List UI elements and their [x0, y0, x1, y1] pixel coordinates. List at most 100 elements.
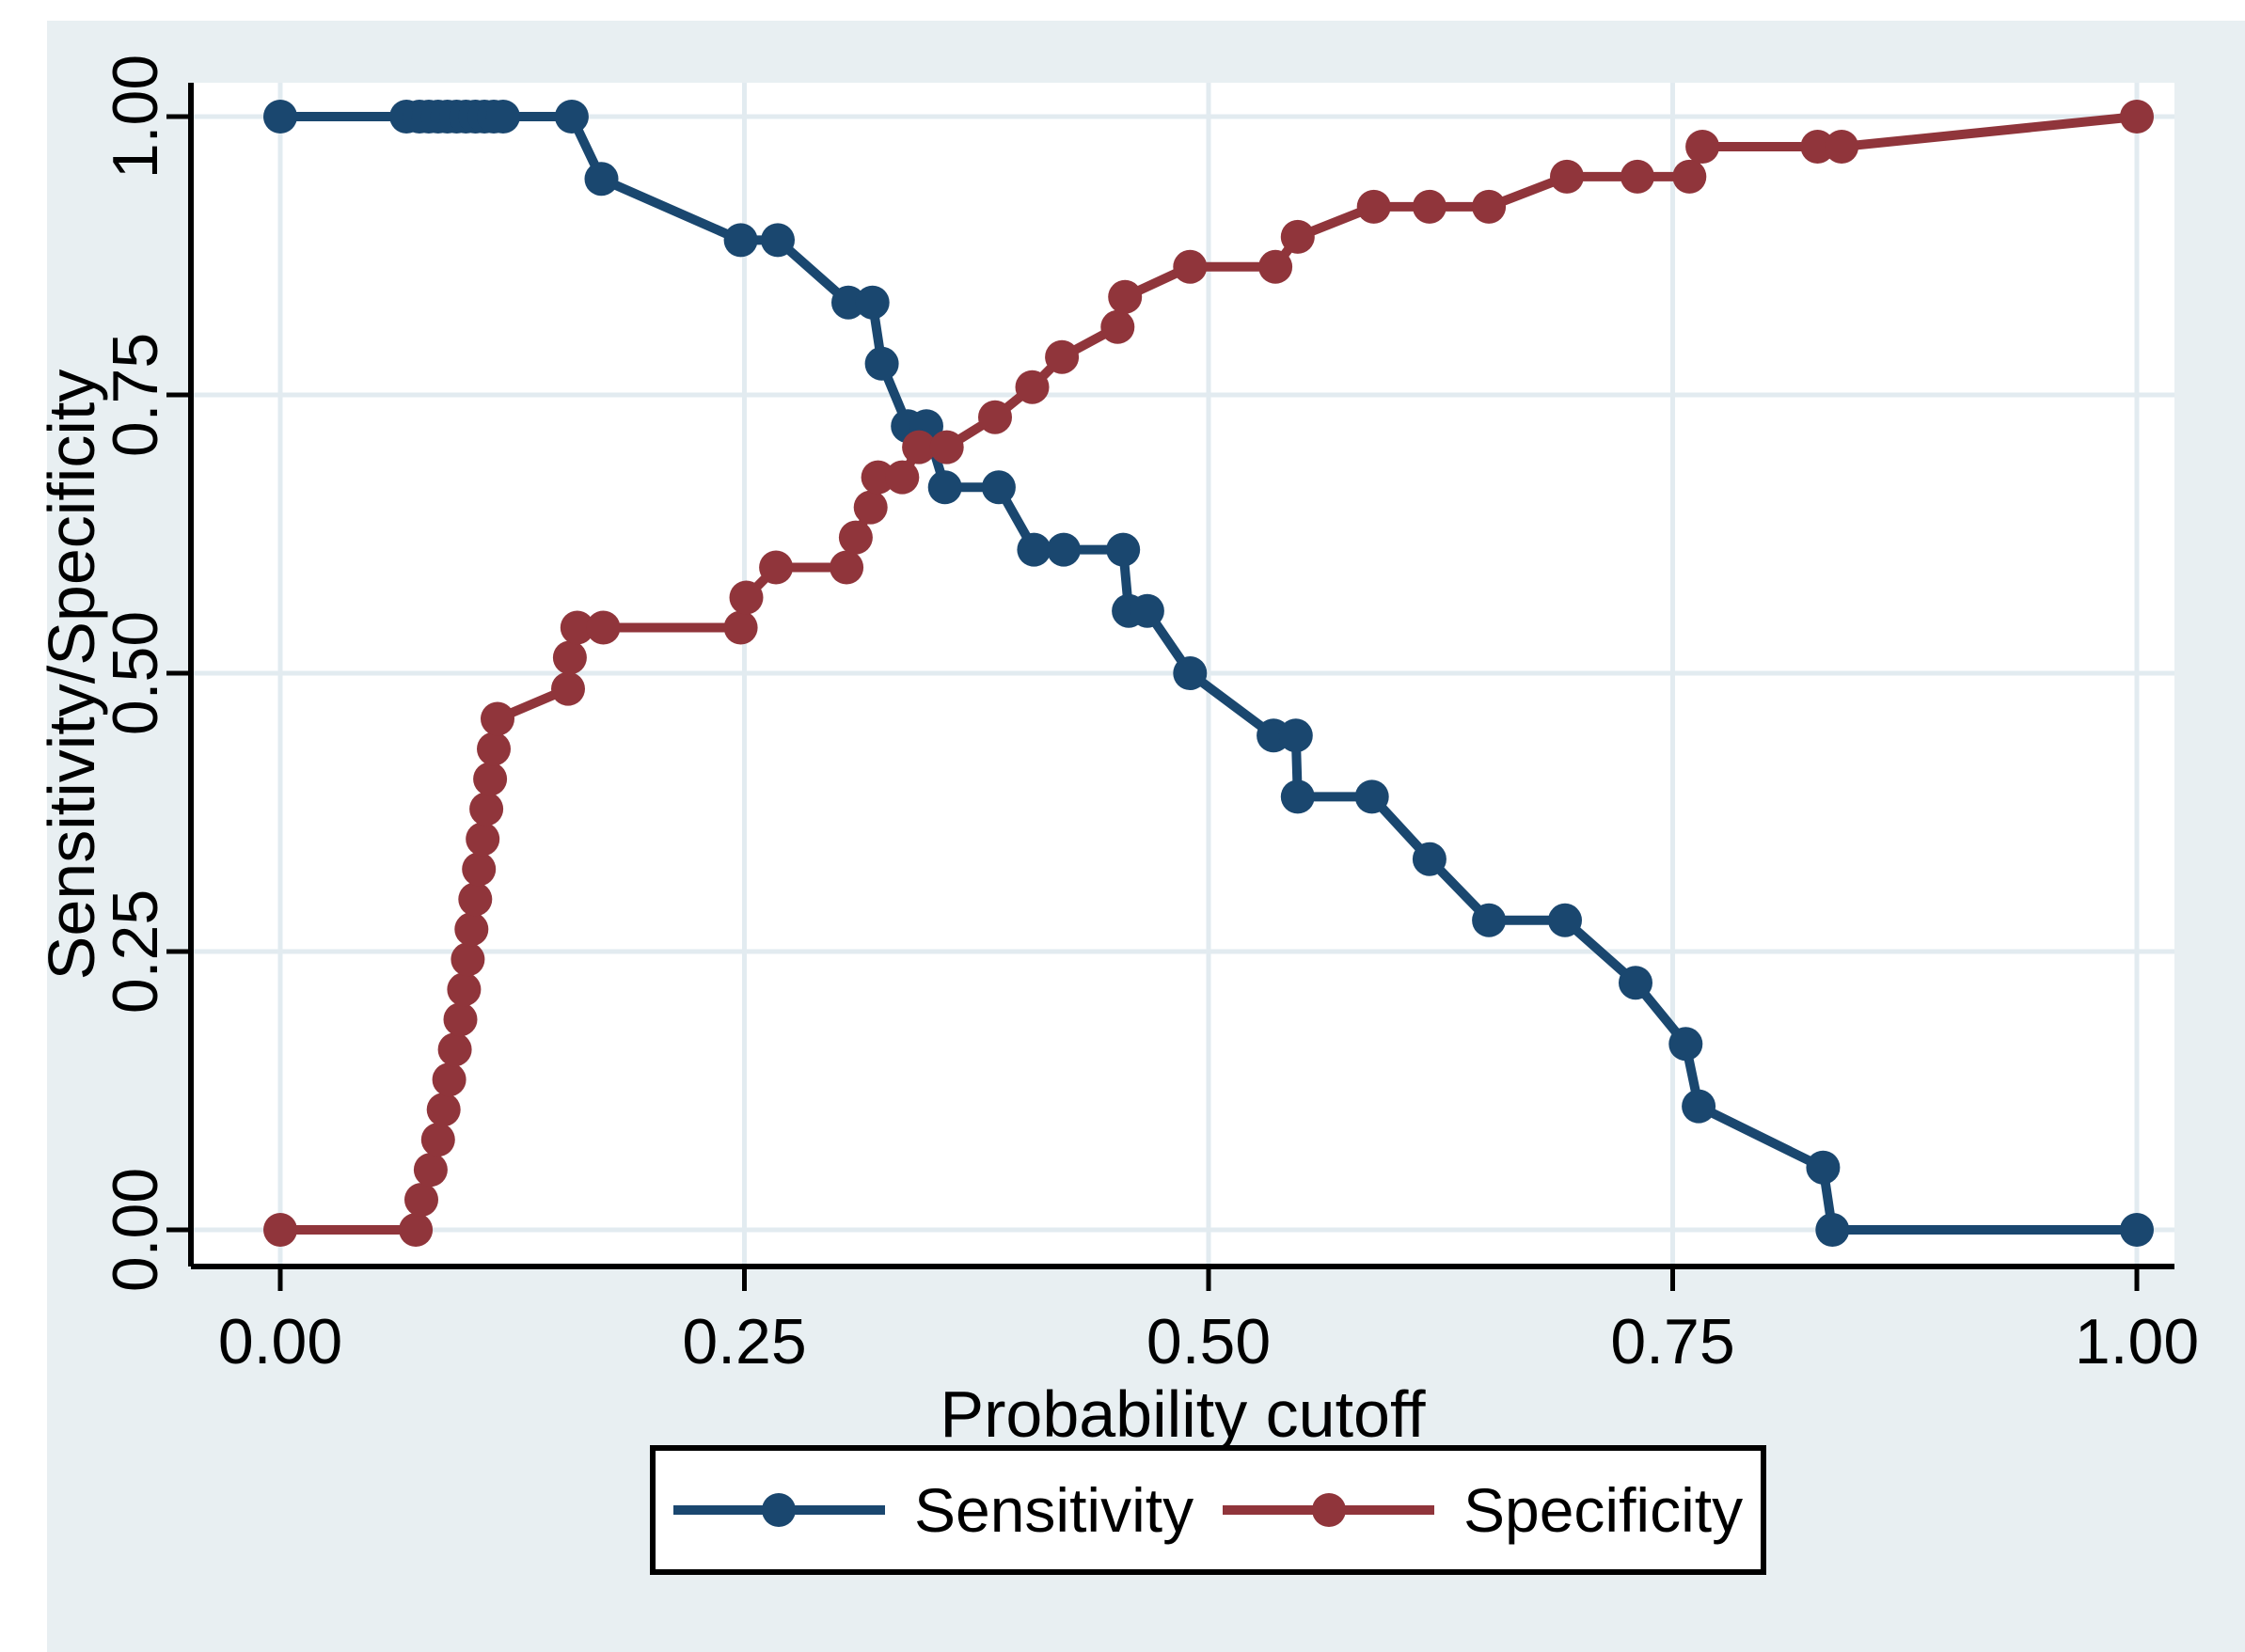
- data-point-marker: [723, 223, 758, 258]
- data-point-marker: [1806, 1150, 1841, 1185]
- data-point-marker: [477, 732, 511, 766]
- data-point-marker: [560, 610, 594, 645]
- data-point-marker: [404, 1183, 438, 1217]
- data-point-marker: [902, 430, 937, 464]
- data-point-marker: [1108, 279, 1143, 314]
- data-point-marker: [864, 346, 899, 381]
- legend: Sensitivity Specificity: [650, 1445, 1766, 1575]
- data-point-marker: [1412, 842, 1447, 876]
- data-point-marker: [1173, 656, 1208, 690]
- data-point-marker: [1619, 966, 1652, 1000]
- data-point-marker: [1173, 249, 1208, 284]
- data-point-marker: [1815, 1213, 1850, 1247]
- data-point-marker: [1278, 718, 1313, 753]
- data-point-marker: [831, 285, 865, 320]
- data-point-marker: [761, 223, 795, 258]
- data-point-marker: [1825, 130, 1859, 164]
- data-point-marker: [1354, 779, 1389, 814]
- data-point-marker: [1045, 339, 1080, 374]
- x-tick-label: 0.00: [218, 1306, 342, 1377]
- data-point-marker: [1047, 532, 1081, 567]
- data-point-marker: [1100, 309, 1135, 344]
- data-point-marker: [978, 400, 1012, 434]
- x-axis-title: Probability cutoff: [940, 1377, 1426, 1451]
- legend-marker: [762, 1493, 796, 1527]
- data-point-marker: [1130, 593, 1164, 628]
- x-tick-label: 0.75: [1610, 1306, 1734, 1377]
- data-point-marker: [2120, 1213, 2154, 1247]
- data-point-marker: [413, 1153, 448, 1188]
- data-point-marker: [451, 942, 485, 977]
- legend-label: Sensitivity: [914, 1475, 1194, 1545]
- data-point-marker: [1015, 370, 1050, 404]
- y-tick-label: 0.00: [100, 1168, 171, 1292]
- data-point-marker: [1017, 532, 1051, 567]
- legend-item-sensitivity: Sensitivity: [673, 1475, 1194, 1545]
- data-point-marker: [1548, 903, 1582, 937]
- data-point-marker: [1472, 903, 1507, 937]
- data-point-marker: [454, 912, 489, 947]
- tick-labels: 0.00 0.25 0.50 0.75 1.00 0.00 0.25 0.50 0.75 1.00: [100, 55, 2199, 1377]
- data-point-marker: [473, 762, 508, 796]
- data-point-marker: [759, 550, 794, 585]
- data-point-marker: [830, 550, 864, 585]
- data-point-marker: [2120, 100, 2154, 134]
- data-point-marker: [462, 852, 497, 887]
- data-point-marker: [466, 822, 500, 857]
- data-point-marker: [1800, 130, 1835, 164]
- data-point-marker: [426, 1093, 461, 1127]
- data-point-marker: [1672, 159, 1707, 194]
- data-point-marker: [437, 1032, 472, 1067]
- data-point-marker: [1356, 189, 1391, 224]
- data-point-marker: [929, 430, 964, 464]
- data-point-marker: [1280, 219, 1315, 254]
- data-point-marker: [729, 580, 764, 615]
- data-point-marker: [853, 490, 888, 525]
- data-point-marker: [1258, 249, 1293, 284]
- data-point-marker: [420, 1123, 455, 1157]
- data-point-marker: [1472, 189, 1507, 224]
- data-point-marker: [447, 972, 482, 1007]
- data-point-marker: [584, 162, 619, 197]
- series-sensitivity: [263, 100, 2154, 1247]
- data-point-marker: [1280, 779, 1315, 814]
- data-point-marker: [1682, 1089, 1716, 1124]
- data-point-marker: [586, 610, 621, 645]
- data-point-marker: [481, 701, 514, 736]
- series-specificity: [263, 100, 2154, 1247]
- tick-marks: [166, 114, 2140, 1291]
- x-tick-label: 1.00: [2075, 1306, 2199, 1377]
- data-point-marker: [885, 460, 920, 495]
- legend-item-specificity: Specificity: [1223, 1475, 1743, 1545]
- data-point-marker: [551, 671, 585, 706]
- data-point-marker: [469, 792, 504, 826]
- data-point-marker: [1668, 1027, 1703, 1062]
- data-point-marker: [485, 100, 520, 134]
- data-point-marker: [861, 460, 895, 495]
- data-point-marker: [981, 470, 1016, 505]
- data-point-marker: [723, 610, 758, 645]
- data-point-marker: [432, 1062, 466, 1097]
- data-point-marker: [1550, 159, 1584, 194]
- legend-label: Specificity: [1463, 1475, 1743, 1545]
- data-point-marker: [1106, 532, 1141, 567]
- y-tick-label: 0.75: [100, 333, 171, 457]
- data-point-marker: [399, 1213, 434, 1247]
- data-point-marker: [263, 100, 297, 134]
- data-point-marker: [927, 470, 962, 505]
- data-point-marker: [554, 100, 589, 134]
- data-point-marker: [1685, 130, 1720, 164]
- y-tick-label: 0.50: [100, 611, 171, 735]
- data-point-marker: [552, 640, 587, 675]
- y-axis-title: Sensitivity/Specificity: [35, 370, 108, 981]
- data-point-marker: [443, 1002, 478, 1037]
- x-tick-label: 0.25: [682, 1306, 806, 1377]
- data-point-marker: [458, 882, 493, 917]
- y-tick-label: 0.25: [100, 889, 171, 1014]
- data-point-marker: [263, 1213, 297, 1247]
- data-point-marker: [1621, 159, 1654, 194]
- data-point-marker: [1412, 189, 1447, 224]
- x-tick-label: 0.50: [1146, 1306, 1271, 1377]
